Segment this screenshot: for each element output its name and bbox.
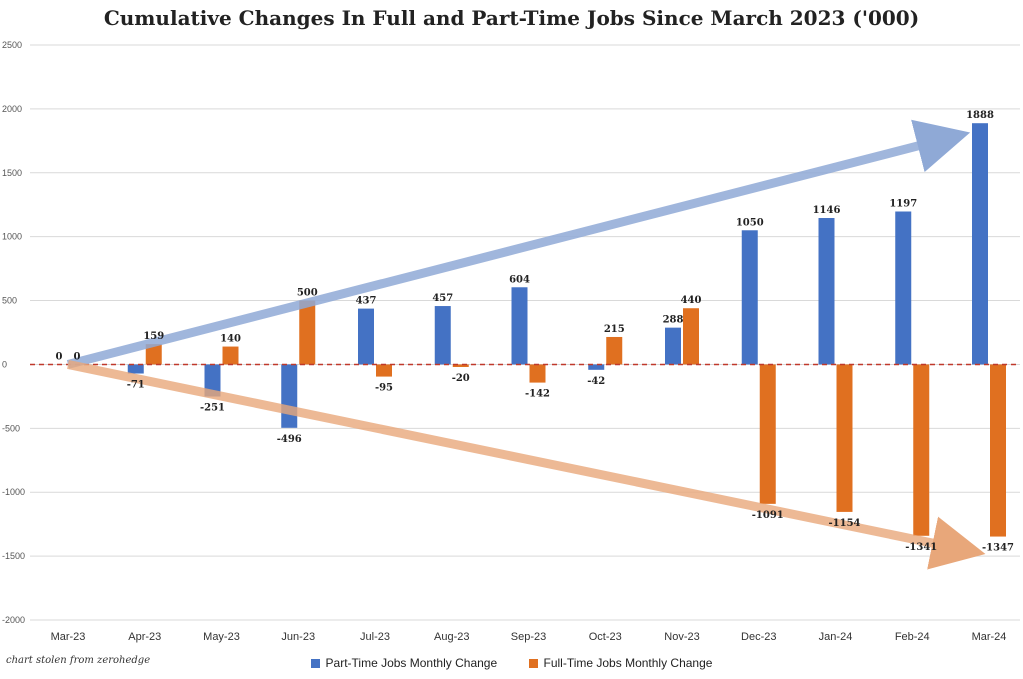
x-tick-label-sep-23: Sep-23 — [511, 631, 546, 643]
data-label-full-time-jobs-monthly-change-aug-23: -20 — [452, 373, 470, 384]
bar-chart: 2500 2000 1500 1000 500 0 -500 -1000 -1500 -2000 … — [2, 40, 1020, 643]
data-label-full-time-jobs-monthly-change-jul-23: -95 — [375, 383, 393, 394]
data-label-part-time-jobs-monthly-change-mar-24: 1888 — [966, 110, 994, 121]
bar-full-time-jobs-monthly-change-mar-24 — [990, 364, 1006, 537]
bar-full-time-jobs-monthly-change-aug-23 — [452, 364, 469, 367]
x-tick-label-apr-23: Apr-23 — [128, 631, 161, 643]
x-tick-label-jun-23: Jun-23 — [281, 631, 315, 643]
data-label-part-time-jobs-monthly-change-oct-23: -42 — [587, 376, 605, 387]
data-label-part-time-jobs-monthly-change-feb-24: 1197 — [889, 198, 917, 209]
bar-part-time-jobs-monthly-change-sep-23 — [511, 287, 528, 365]
y-tick-label-500: 500 — [2, 296, 17, 306]
bar-part-time-jobs-monthly-change-feb-24 — [895, 211, 912, 365]
data-label-part-time-jobs-monthly-change-sep-23: 604 — [509, 274, 530, 285]
data-labels: 0 0 -71 159 -251 140 -496 500 437 -95 457 -20 604 -14… — [56, 110, 1015, 553]
legend: Part-Time Jobs Monthly Change Full-Time … — [0, 656, 1023, 671]
legend-label-full-time: Full-Time Jobs Monthly Change — [543, 656, 713, 670]
data-label-full-time-jobs-monthly-change-jan-24: -1154 — [829, 518, 861, 529]
bar-part-time-jobs-monthly-change-oct-23 — [588, 364, 605, 370]
x-tick-label-mar-24: Mar-24 — [972, 631, 1007, 643]
y-tick-label-1500: 1500 — [2, 168, 22, 178]
bar-full-time-jobs-monthly-change-jul-23 — [376, 364, 392, 377]
bar-full-time-jobs-monthly-change-apr-23 — [145, 344, 162, 365]
legend-item-part-time: Part-Time Jobs Monthly Change — [310, 656, 498, 670]
x-tick-label-may-23: May-23 — [203, 631, 240, 643]
x-tick-label-jan-24: Jan-24 — [819, 631, 853, 643]
y-tick-label-1500: -1500 — [2, 551, 25, 561]
data-label-full-time-jobs-monthly-change-may-23: 140 — [220, 334, 241, 345]
data-label-part-time-jobs-monthly-change-aug-23: 457 — [432, 293, 453, 304]
x-tick-label-dec-23: Dec-23 — [741, 631, 776, 643]
y-tick-label-1000: 1000 — [2, 232, 22, 242]
trend-arrows — [66, 119, 986, 570]
data-label-part-time-jobs-monthly-change-apr-23: -71 — [127, 380, 145, 391]
bar-part-time-jobs-monthly-change-apr-23 — [127, 364, 144, 374]
chart-title: Cumulative Changes In Full and Part-Time… — [103, 6, 920, 30]
legend-swatch-part-time — [310, 658, 320, 668]
data-label-full-time-jobs-monthly-change-nov-23: 440 — [681, 295, 702, 306]
y-tick-label-2000: 2000 — [2, 104, 22, 114]
data-label-full-time-jobs-monthly-change-dec-23: -1091 — [752, 510, 784, 521]
y-tick-label-1000: -1000 — [2, 487, 25, 497]
data-label-full-time-jobs-monthly-change-oct-23: 215 — [604, 324, 625, 335]
x-tick-label-mar-23: Mar-23 — [51, 631, 86, 643]
x-tick-label-feb-24: Feb-24 — [895, 631, 930, 643]
y-axis-tick-labels: 2500 2000 1500 1000 500 0 -500 -1000 -1500 -2000 — [2, 40, 25, 625]
y-tick-label-2000: -2000 — [2, 615, 25, 625]
x-tick-label-nov-23: Nov-23 — [664, 631, 699, 643]
y-tick-label-500: -500 — [2, 423, 20, 433]
bar-part-time-jobs-monthly-change-nov-23 — [665, 327, 681, 365]
legend-label-part-time: Part-Time Jobs Monthly Change — [325, 656, 498, 670]
data-label-full-time-jobs-monthly-change-jun-23: 500 — [297, 288, 318, 299]
bar-part-time-jobs-monthly-change-mar-24 — [972, 123, 988, 365]
data-label-part-time-jobs-monthly-change-dec-23: 1050 — [736, 217, 764, 228]
data-label-part-time-jobs-monthly-change-jul-23: 437 — [356, 296, 377, 307]
bar-full-time-jobs-monthly-change-jun-23 — [299, 300, 316, 365]
bar-part-time-jobs-monthly-change-dec-23 — [741, 230, 758, 365]
data-label-part-time-jobs-monthly-change-mar-23: 0 — [56, 351, 63, 362]
x-tick-label-aug-23: Aug-23 — [434, 631, 469, 643]
trend-arrow-up — [66, 119, 971, 369]
data-label-full-time-jobs-monthly-change-feb-24: -1341 — [905, 542, 937, 553]
bar-full-time-jobs-monthly-change-dec-23 — [759, 364, 776, 504]
credit-note: chart stolen from zerohedge — [6, 655, 151, 666]
bar-full-time-jobs-monthly-change-oct-23 — [606, 336, 623, 365]
legend-item-full-time: Full-Time Jobs Monthly Change — [528, 656, 713, 670]
data-label-full-time-jobs-monthly-change-mar-24: -1347 — [982, 543, 1014, 554]
bar-full-time-jobs-monthly-change-nov-23 — [683, 308, 699, 365]
data-label-part-time-jobs-monthly-change-jan-24: 1146 — [813, 205, 841, 216]
data-label-part-time-jobs-monthly-change-jun-23: -496 — [277, 434, 302, 445]
x-tick-label-jul-23: Jul-23 — [360, 631, 390, 643]
bar-full-time-jobs-monthly-change-sep-23 — [529, 364, 546, 383]
bar-full-time-jobs-monthly-change-may-23 — [222, 346, 239, 365]
bar-part-time-jobs-monthly-change-jan-24 — [818, 218, 835, 365]
bar-full-time-jobs-monthly-change-jan-24 — [836, 364, 853, 512]
legend-swatch-full-time — [528, 658, 538, 668]
bar-part-time-jobs-monthly-change-jul-23 — [358, 308, 374, 365]
data-label-full-time-jobs-monthly-change-apr-23: 159 — [143, 331, 164, 342]
y-tick-label-2500: 2500 — [2, 40, 22, 50]
data-label-full-time-jobs-monthly-change-sep-23: -142 — [525, 389, 550, 400]
bar-full-time-jobs-monthly-change-feb-24 — [913, 364, 930, 536]
y-tick-label-0: 0 — [2, 359, 7, 369]
bars — [127, 123, 1006, 537]
data-label-full-time-jobs-monthly-change-mar-23: 0 — [74, 351, 81, 362]
x-axis-tick-labels: Mar-23 Apr-23 May-23 Jun-23 Jul-23 Aug-23 Sep-… — [51, 631, 1007, 643]
bar-part-time-jobs-monthly-change-may-23 — [204, 364, 221, 397]
data-label-part-time-jobs-monthly-change-may-23: -251 — [200, 403, 225, 414]
data-label-part-time-jobs-monthly-change-nov-23: 288 — [663, 315, 684, 326]
bar-part-time-jobs-monthly-change-jun-23 — [281, 364, 298, 428]
x-tick-label-oct-23: Oct-23 — [589, 631, 622, 643]
bar-part-time-jobs-monthly-change-aug-23 — [434, 306, 451, 365]
trend-arrow-down — [67, 360, 986, 570]
